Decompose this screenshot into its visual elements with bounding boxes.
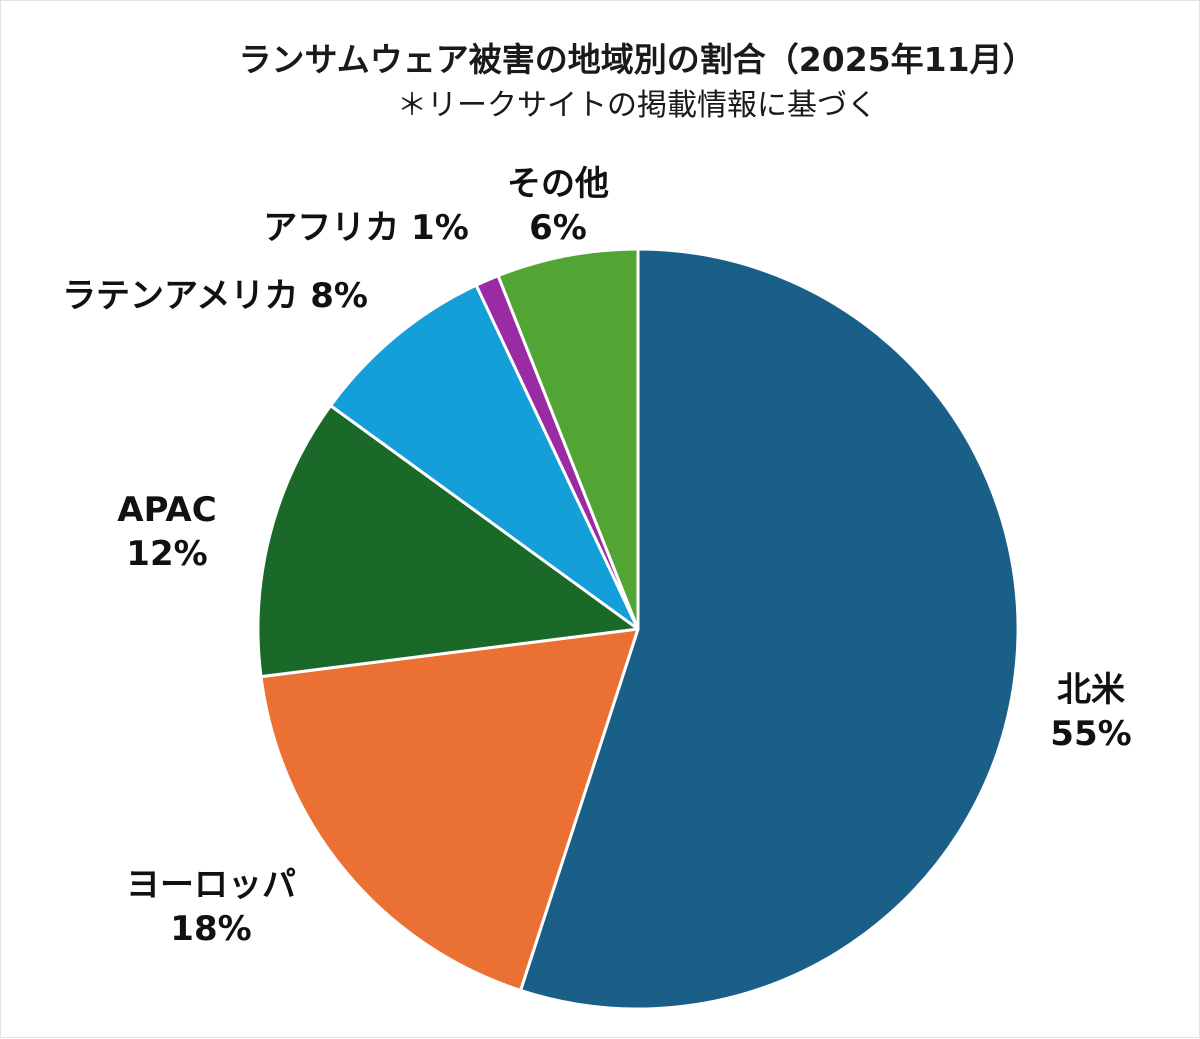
pie-label-3: ラテンアメリカ 8% [62, 276, 368, 316]
pie-label-4: アフリカ 1% [263, 208, 469, 248]
pie-label-5: その他 6% [507, 164, 609, 248]
pie-label-line-1-0: ヨーロッパ [126, 865, 296, 905]
pie-label-line-2-0: APAC [117, 490, 216, 530]
chart-subtitle: ＊リークサイトの掲載情報に基づく [397, 88, 877, 123]
pie-label-2: APAC 12% [117, 490, 216, 574]
pie-label-line-4-0: アフリカ 1% [263, 208, 469, 248]
pie-label-line-0-0: 北米 [1057, 670, 1125, 710]
pie-slice-2 [256, 404, 640, 679]
pie-label-line-2-1: 12% [126, 534, 207, 574]
pie-label-line-5-1: 6% [529, 208, 587, 248]
pie-label-line-5-0: その他 [507, 164, 609, 204]
pie-slice-3 [329, 283, 640, 631]
pie-label-0: 北米 55% [1050, 670, 1131, 754]
pie-label-line-0-1: 55% [1050, 714, 1131, 754]
pie-labels: 北米 55% ヨーロッパ 18% APAC 12% ラテンアメリカ 8% アフリカ 1% その他… [62, 164, 1132, 949]
chart-title: ランサムウェア被害の地域別の割合（2025年11月） [238, 40, 1035, 79]
pie-label-line-1-1: 18% [170, 909, 251, 949]
pie-slice-1 [259, 627, 640, 992]
pie-label-1: ヨーロッパ 18% [126, 865, 296, 949]
pie-slices [256, 247, 1020, 1011]
pie-label-line-3-0: ラテンアメリカ 8% [62, 276, 368, 316]
pie-slice-5 [496, 247, 640, 631]
pie-slice-0 [519, 247, 1020, 1011]
